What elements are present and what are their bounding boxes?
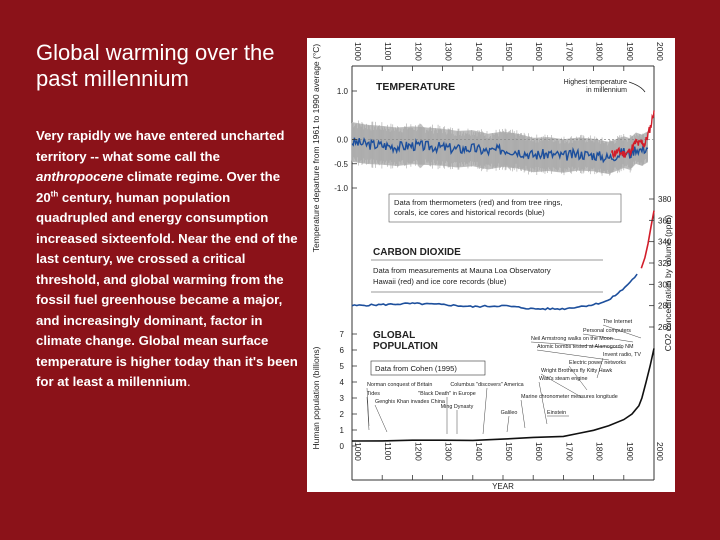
population-tick-label: 5 [340,362,345,371]
temperature-panel: Temperature departure from 1961 to 1990 … [311,44,655,253]
historical-event-label: "Black Death" in Europe [418,391,475,397]
bottom-year-tick-label: 1300 [444,442,454,461]
co2-tick-label: 260 [658,323,672,332]
population-tick-label: 2 [340,410,345,419]
top-year-tick-label: 1600 [534,42,544,61]
millennium-chart: 1000 1100 1200 1300 1400 1500 1600 1700 1800 1900… [311,42,673,491]
temperature-tick-label: 1.0 [337,87,349,96]
temperature-tick-label: -1.0 [334,184,348,193]
population-note: Data from Cohen (1995) [375,364,457,373]
temperature-thermometer-series [611,110,655,159]
historical-event-label: Watt's steam engine [539,376,587,382]
population-tick-label: 0 [340,442,345,451]
body-text-part-3: century, human population quadrupled and… [36,189,298,390]
co2-tick-label: 280 [658,302,672,311]
co2-tick-label: 380 [658,195,672,204]
top-year-tick-label: 1400 [474,42,484,61]
bottom-year-tick-label: 1200 [413,442,423,461]
historical-event-label: Electric power networks [569,360,626,366]
x-axis-label: YEAR [492,482,514,491]
temperature-note: Data from thermometers (red) and from tr… [394,198,562,217]
population-tick-label: 4 [340,378,345,387]
temperature-axis-ticks: 1.0 0.0 -0.5 -1.0 [334,87,357,193]
bottom-year-tick-label: 1900 [625,442,635,461]
population-panel-title: GLOBAL POPULATION [373,330,438,352]
co2-tick-label: 320 [658,259,672,268]
historical-event-label: Neil Armstrong walks on the Moon [531,336,613,342]
top-year-tick-label: 2000 [655,42,665,61]
historical-event-label: Einstein [547,410,566,416]
co2-tick-label: 340 [658,238,672,247]
population-tick-label: 3 [340,394,345,403]
carbon-dioxide-panel: CO2 concentration by volume (ppm) 380 360… [351,195,673,352]
bottom-year-axis: 1000 1100 1200 1300 1400 1500 1600 1700 1800 1900… [351,442,665,480]
bottom-year-tick-label: 1000 [353,442,363,461]
temperature-tick-label: 0.0 [337,136,349,145]
population-axis-ticks: 0 1 2 3 4 5 6 7 [340,330,357,451]
historical-event-label: Marine chronometer measures longitude [521,394,618,400]
bottom-year-tick-label: 1800 [595,442,605,461]
bottom-year-tick-label: 1700 [564,442,574,461]
population-tick-label: 7 [340,330,345,339]
historical-event-label: Columbus "discovers" America [450,382,523,388]
population-tick-label: 6 [340,346,345,355]
historical-events: Norman conquest of Britain Tides Genghis K… [366,319,641,435]
bottom-year-tick-label: 1600 [534,442,544,461]
top-year-tick-label: 1100 [383,42,393,61]
top-year-axis: 1000 1100 1200 1300 1400 1500 1600 1700 1800 1900… [351,42,665,71]
body-text-part-2: climate regime. Over the 20 [36,169,281,205]
co2-axis-ticks: 380 360 340 320 300 280 260 [649,195,672,332]
body-text-superscript: th [50,189,59,199]
top-year-tick-label: 1500 [504,42,514,61]
co2-tick-label: 360 [658,216,672,225]
top-year-tick-label: 1700 [564,42,574,61]
historical-event-label: Atomic bombs tested at Alamogordo NM [537,344,634,350]
population-series [351,348,655,442]
temperature-proxy-series [351,137,649,164]
co2-tick-label: 300 [658,280,672,289]
temperature-panel-title: TEMPERATURE [376,81,455,93]
historical-event-label: Genghis Khan invades China [375,399,445,405]
highest-temperature-annotation: Highest temperature in millennium [551,74,646,94]
slide-title: Global warming over the past millennium [36,40,275,91]
body-text-part-1: Very rapidly we have entered uncharted t… [36,128,285,164]
bottom-year-tick-label: 1100 [383,442,393,461]
historical-event-label: Personal computers [583,328,631,334]
historical-event-label: Tides [367,391,380,397]
temperature-note-box: Data from thermometers (red) and from tr… [388,193,622,223]
millennium-chart-figure: 1000 1100 1200 1300 1400 1500 1600 1700 1800 1900… [307,38,675,492]
historical-event-label: Ming Dynasty [441,404,474,410]
co2-panel-title: CARBON DIOXIDE [373,247,461,258]
historical-event-label: Galileo [501,410,518,416]
historical-event-label: Wright Brothers fly Kitty Hawk [541,368,612,374]
population-ylabel: Human population (billions) [311,346,321,449]
bottom-year-tick-label: 1500 [504,442,514,461]
top-year-tick-label: 1000 [353,42,363,61]
historical-event-label: Norman conquest of Britain [367,382,432,388]
co2-mauna-loa-series [640,210,655,269]
population-tick-label: 1 [340,426,345,435]
top-year-tick-label: 1800 [595,42,605,61]
population-panel: Human population (billions) 0 1 2 3 4 5 6 7 GLO… [311,319,655,451]
co2-note: Data from measurements at Mauna Loa Obse… [373,266,551,286]
temperature-ylabel: Temperature departure from 1961 to 1990 … [311,44,321,253]
historical-event-label: Invent radio, TV [603,352,641,358]
top-year-tick-label: 1200 [413,42,423,61]
bottom-year-tick-label: 1400 [474,442,484,461]
highest-temperature-label: Highest temperature in millennium [564,79,628,94]
body-text-emphasis: anthropocene [36,169,124,184]
temperature-tick-label: -0.5 [334,160,348,169]
co2-ice-core-series [351,273,638,311]
body-text-end: . [186,374,191,389]
top-year-tick-label: 1900 [625,42,635,61]
top-year-tick-label: 1300 [444,42,454,61]
bottom-year-tick-label: 2000 [655,442,665,461]
historical-event-label: The Internet [603,319,633,325]
slide-body-text: Very rapidly we have entered uncharted t… [36,126,298,393]
co2-ylabel: CO2 concentration by volume (ppm) [663,215,673,352]
